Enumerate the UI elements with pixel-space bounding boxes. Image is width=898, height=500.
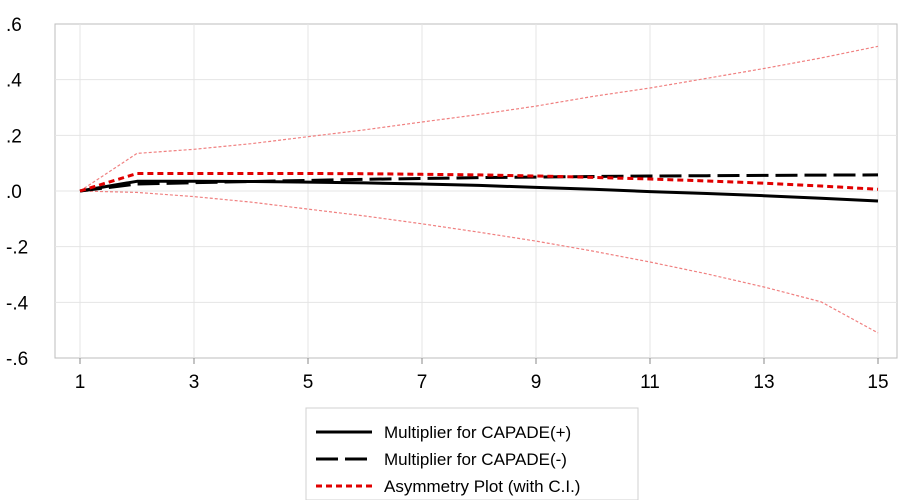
- x-tick-label: 5: [303, 372, 314, 393]
- legend: Multiplier for CAPADE(+) Multiplier for …: [305, 407, 639, 500]
- legend-label-asymmetry: Asymmetry Plot (with C.I.): [384, 477, 580, 496]
- series-layer: [79, 45, 879, 334]
- x-tick-label: 3: [189, 372, 200, 393]
- series-line-series-2: [79, 172, 879, 193]
- x-tick-label: 15: [867, 372, 888, 393]
- y-axis: -.6 -.4 -.2 .0 .2 .4 .6: [6, 15, 29, 370]
- x-tick-label: 1: [75, 372, 86, 393]
- series-line-lower-ci: [79, 190, 879, 334]
- y-tick-label: -.2: [6, 238, 28, 259]
- x-tick-label: 9: [531, 372, 542, 393]
- gridlines: [55, 24, 897, 358]
- legend-label-capade-minus: Multiplier for CAPADE(-): [384, 450, 567, 469]
- y-tick-label: .2: [6, 126, 22, 147]
- y-tick-label: .6: [6, 15, 22, 36]
- y-tick-label: -.4: [6, 293, 29, 314]
- legend-label-capade-plus: Multiplier for CAPADE(+): [384, 423, 571, 442]
- y-tick-label: -.6: [6, 349, 28, 370]
- series-line-series-1: [79, 173, 879, 193]
- x-tick-label: 7: [417, 372, 428, 393]
- legend-box: [305, 407, 639, 500]
- x-axis: 1 3 5 7 9 11 13 15: [75, 358, 889, 393]
- x-tick-label: 13: [753, 372, 774, 393]
- series-line-upper-ci: [79, 45, 879, 192]
- x-tick-label: 11: [640, 372, 660, 393]
- y-tick-label: .4: [6, 71, 22, 92]
- y-tick-label: .0: [6, 182, 22, 203]
